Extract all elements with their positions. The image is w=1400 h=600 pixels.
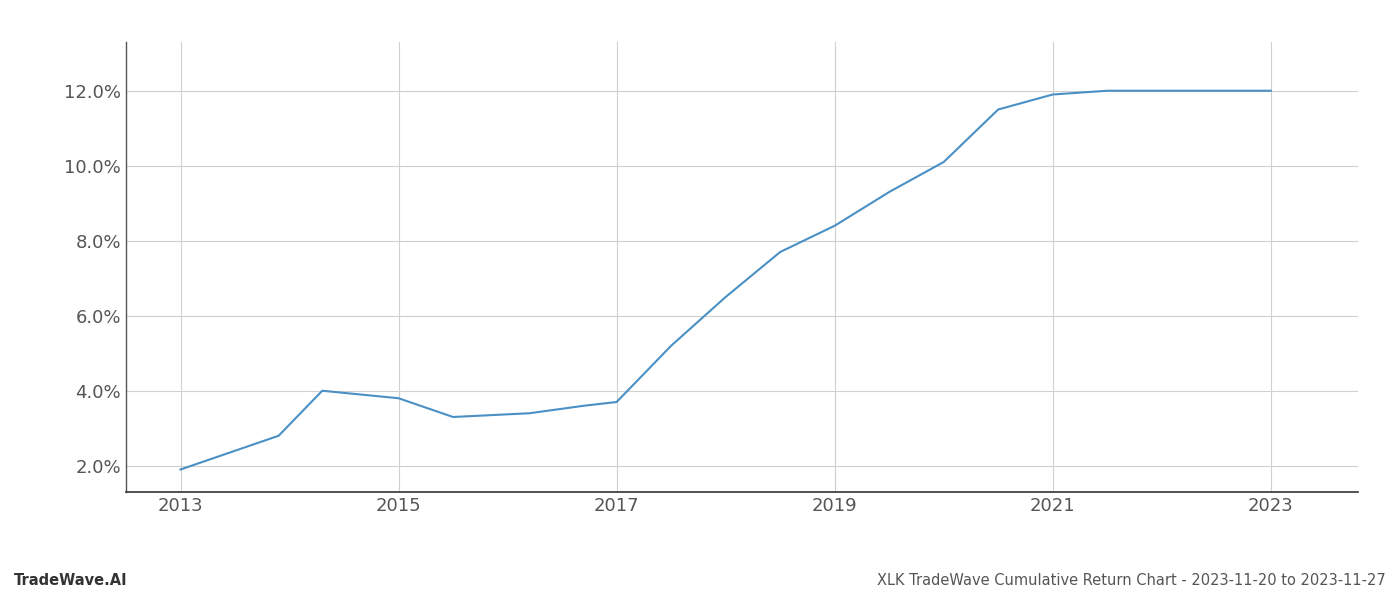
Text: TradeWave.AI: TradeWave.AI <box>14 573 127 588</box>
Text: XLK TradeWave Cumulative Return Chart - 2023-11-20 to 2023-11-27: XLK TradeWave Cumulative Return Chart - … <box>878 573 1386 588</box>
